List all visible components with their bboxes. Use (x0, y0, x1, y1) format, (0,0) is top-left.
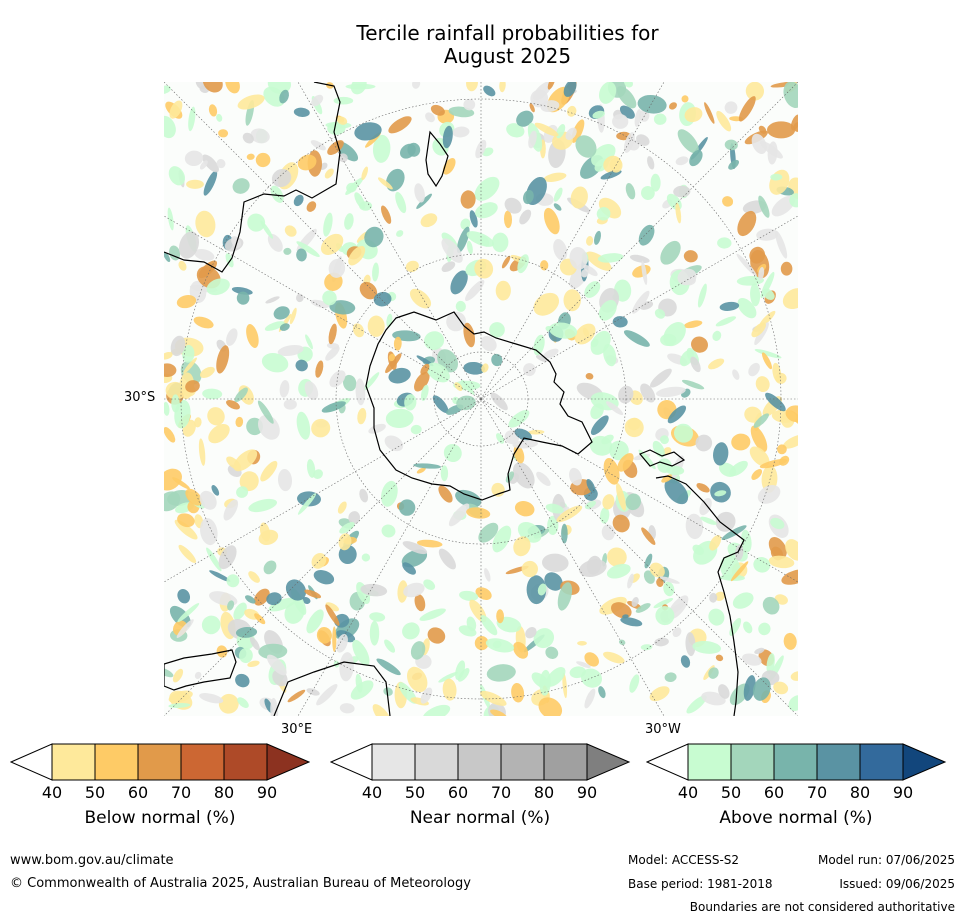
colorbar-box (816, 743, 861, 781)
colorbar-label-below: Below normal (%) (84, 808, 236, 828)
colorbar-tick-label: 40 (41, 783, 63, 802)
footer-disclaimer: Boundaries are not considered authoritat… (689, 900, 955, 914)
colorbar-box (137, 743, 182, 781)
footer-issued: Issued: 09/06/2025 (839, 877, 955, 891)
colorbar-tick-label: 80 (849, 783, 871, 802)
title-line-2: August 2025 (443, 44, 572, 68)
footer-model: Model: ACCESS-S2 (628, 853, 740, 867)
longitude-label-west: 30°W (645, 722, 681, 737)
colorbar-tick-label: 50 (720, 783, 742, 802)
colorbar-tick-label: 90 (576, 783, 598, 802)
colorbar-box (371, 743, 416, 781)
colorbar-box (414, 743, 459, 781)
colorbar-tick-label: 60 (127, 783, 149, 802)
africa-coast (164, 649, 391, 716)
colorbar-label-near: Near normal (%) (409, 808, 551, 828)
south-america-coast (639, 449, 745, 716)
colorbar-box (773, 743, 818, 781)
colorbar-box (94, 743, 139, 781)
colorbar-tick-label: 70 (806, 783, 828, 802)
new-zealand-coast (425, 130, 449, 188)
colorbar-tick-label: 50 (84, 783, 106, 802)
colorbar-box (730, 743, 775, 781)
footer-model-run: Model run: 07/06/2025 (817, 853, 955, 867)
colorbar-max-triangle (266, 743, 310, 781)
probability-field (164, 82, 798, 716)
title-line-1: Tercile rainfall probabilities for (356, 21, 659, 45)
colorbar-near-normal (330, 743, 631, 781)
colorbar-box (687, 743, 732, 781)
colorbar-max-triangle (586, 743, 631, 781)
colorbar-min-triangle (330, 743, 373, 781)
colorbar-tick-label: 70 (170, 783, 192, 802)
colorbar-box (51, 743, 96, 781)
polar-map-svg (164, 82, 798, 716)
coastlines (164, 82, 745, 716)
colorbar-box (457, 743, 502, 781)
colorbar-tick-label: 70 (490, 783, 512, 802)
colorbar-tick-label: 80 (213, 783, 235, 802)
colorbar-below-normal (10, 743, 310, 781)
colorbar-tick-label: 50 (404, 783, 426, 802)
colorbar-tick-label: 80 (533, 783, 555, 802)
colorbar-box (859, 743, 904, 781)
latitude-label: 30°S (124, 390, 156, 405)
colorbar-tick-label: 90 (892, 783, 914, 802)
colorbar-above-normal (646, 743, 947, 781)
antarctica-coast (365, 311, 593, 501)
australia-coast (164, 82, 341, 273)
footer-url[interactable]: www.bom.gov.au/climate (10, 853, 174, 868)
colorbar-tick-label: 40 (677, 783, 699, 802)
colorbar-tick-label: 60 (447, 783, 469, 802)
footer-base-period: Base period: 1981-2018 (628, 877, 773, 891)
graticule (164, 82, 798, 716)
map-title: Tercile rainfall probabilities for Augus… (0, 22, 965, 68)
longitude-label-east: 30°E (281, 722, 313, 737)
footer-copyright: © Commonwealth of Australia 2025, Austra… (10, 876, 471, 891)
colorbar-box (180, 743, 225, 781)
colorbar-min-triangle (646, 743, 689, 781)
colorbar-tick-label: 40 (361, 783, 383, 802)
polar-map (164, 82, 798, 716)
colorbar-label-above: Above normal (%) (719, 808, 873, 828)
colorbar-min-triangle (10, 743, 53, 781)
colorbar-box (543, 743, 588, 781)
colorbar-tick-label: 60 (763, 783, 785, 802)
colorbar-box (500, 743, 545, 781)
colorbar-box (223, 743, 268, 781)
colorbar-max-triangle (902, 743, 947, 781)
colorbar-tick-label: 90 (256, 783, 278, 802)
